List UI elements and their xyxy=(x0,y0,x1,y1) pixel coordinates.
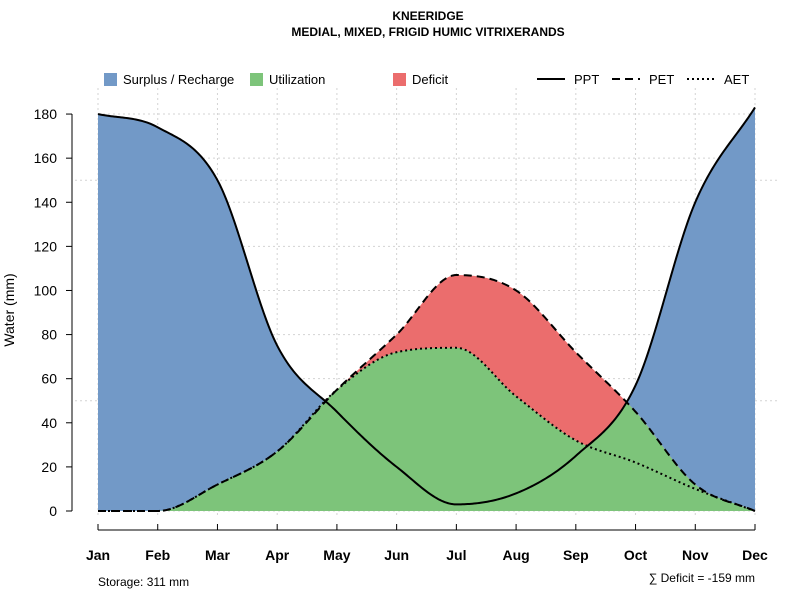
storage-annotation: Storage: 311 mm xyxy=(98,575,189,589)
chart-title: KNEERIDGE xyxy=(392,9,463,23)
x-tick-label: Jun xyxy=(384,547,409,563)
y-tick-label: 140 xyxy=(34,194,58,210)
legend-label: PET xyxy=(649,72,674,87)
legend-label: Deficit xyxy=(412,72,449,87)
x-tick-label: Nov xyxy=(682,547,709,563)
y-axis-label: Water (mm) xyxy=(1,273,17,346)
legend-label: Utilization xyxy=(269,72,325,87)
x-tick-label: Oct xyxy=(624,547,648,563)
series-lines xyxy=(97,106,756,512)
y-tick-label: 120 xyxy=(34,238,58,254)
x-tick-label: Jan xyxy=(86,547,110,563)
chart-subtitle: MEDIAL, MIXED, FRIGID HUMIC VITRIXERANDS xyxy=(291,25,564,39)
y-tick-label: 60 xyxy=(41,371,57,387)
legend: Surplus / Recharge Utilization Deficit PPT P… xyxy=(104,72,749,87)
x-tick-label: Feb xyxy=(145,547,170,563)
x-tick-label: Aug xyxy=(502,547,529,563)
y-tick-label: 160 xyxy=(34,150,58,166)
series-line-aet xyxy=(98,346,756,512)
y-tick-label: 0 xyxy=(49,503,57,519)
legend-label: Surplus / Recharge xyxy=(123,72,234,87)
utilization-storage-area xyxy=(98,347,755,511)
legend-label: AET xyxy=(724,72,749,87)
x-tick-label: Jul xyxy=(446,547,466,563)
legend-swatch xyxy=(104,73,117,86)
x-tick-label: Dec xyxy=(742,547,768,563)
series-line-pet xyxy=(98,274,756,512)
x-tick-label: Apr xyxy=(265,547,290,563)
deficit-annotation: ∑ Deficit = -159 mm xyxy=(649,571,755,585)
x-tick-label: May xyxy=(323,547,350,563)
x-tick-label: Mar xyxy=(205,547,230,563)
deficit-area xyxy=(98,275,755,511)
y-tick-label: 100 xyxy=(34,282,58,298)
legend-swatch xyxy=(250,73,263,86)
legend-label: PPT xyxy=(574,72,599,87)
legend-swatch xyxy=(393,73,406,86)
surplus-area xyxy=(98,107,755,511)
y-tick-label: 80 xyxy=(41,327,57,343)
y-tick-label: 20 xyxy=(41,459,57,475)
x-tick-label: Sep xyxy=(563,547,589,563)
utilization-area xyxy=(98,347,755,511)
axes: 0 20 40 60 80 100 120 140 160 180 Jan Feb Mar Apr May J… xyxy=(34,106,768,563)
y-tick-label: 40 xyxy=(41,415,57,431)
series-line-ppt xyxy=(97,106,756,506)
area-fills xyxy=(98,107,755,511)
y-tick-label: 180 xyxy=(34,106,58,122)
